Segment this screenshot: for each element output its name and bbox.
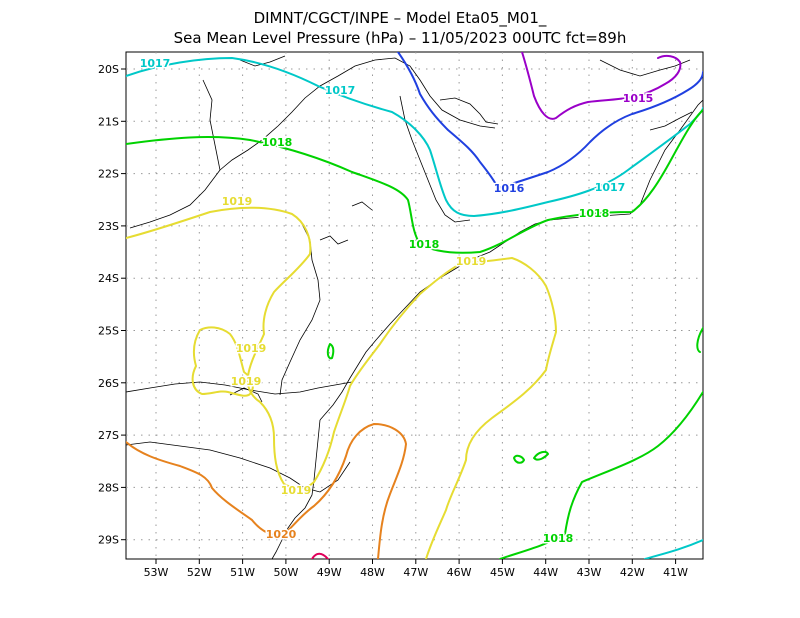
isobar-label: 1015 bbox=[623, 92, 654, 105]
isobars bbox=[126, 52, 703, 559]
isobar-label: 1019 bbox=[281, 484, 312, 497]
lon-tick-label: 50W bbox=[273, 566, 298, 579]
isobar-label: 1019 bbox=[236, 342, 267, 355]
lat-tick-label: 27S bbox=[98, 429, 119, 442]
isobar-label: 1019 bbox=[456, 255, 487, 268]
isobar-1018 bbox=[126, 109, 703, 254]
lat-tick-label: 24S bbox=[98, 272, 119, 285]
isobar-1020 bbox=[126, 423, 407, 559]
isobar-label: 1017 bbox=[140, 57, 171, 70]
lat-tick-label: 21S bbox=[98, 115, 119, 128]
lon-tick-label: 53W bbox=[144, 566, 169, 579]
isobar-1017 bbox=[126, 57, 703, 217]
isobar-label: 1019 bbox=[231, 375, 262, 388]
isobar-label: 1018 bbox=[262, 136, 293, 149]
lon-tick-label: 43W bbox=[577, 566, 602, 579]
lat-tick-label: 23S bbox=[98, 220, 119, 233]
isobar-label: 1018 bbox=[543, 532, 574, 545]
lon-tick-label: 48W bbox=[360, 566, 385, 579]
isobar-1018-blob-b bbox=[513, 454, 525, 464]
lon-tick-label: 46W bbox=[447, 566, 472, 579]
lon-tick-label: 44W bbox=[533, 566, 558, 579]
lat-tick-label: 25S bbox=[98, 325, 119, 338]
lon-tick-label: 49W bbox=[317, 566, 342, 579]
isobar-label: 1017 bbox=[325, 84, 356, 97]
isobar-1015 bbox=[521, 52, 682, 120]
isobar-1018-southeast bbox=[499, 391, 703, 559]
longitude-axis: 53W 52W 51W 50W 49W 48W 47W 46W 45W 44W 43W 42W 41W bbox=[144, 559, 688, 579]
figure-title-line2: Sea Mean Level Pressure (hPa) – 11/05/20… bbox=[174, 29, 627, 47]
lon-tick-label: 52W bbox=[187, 566, 212, 579]
lon-tick-label: 42W bbox=[620, 566, 645, 579]
isobar-label: 1020 bbox=[266, 528, 297, 541]
isobar-1019 bbox=[126, 206, 557, 559]
graticule-grid bbox=[126, 52, 703, 559]
isobar-label: 1016 bbox=[494, 182, 525, 195]
lat-tick-label: 26S bbox=[98, 377, 119, 390]
isobar-label: 1019 bbox=[222, 195, 253, 208]
lon-tick-label: 51W bbox=[230, 566, 255, 579]
isobar-label: 1017 bbox=[595, 181, 626, 194]
lat-tick-label: 20S bbox=[98, 63, 119, 76]
isobar-1018-blob-a bbox=[326, 343, 335, 360]
isobar-labels: 1015 1016 1017 1017 1017 1018 1018 1018 1018 1019… bbox=[138, 56, 655, 547]
figure-title-line1: DIMNT/CGCT/INPE – Model Eta05_M01_ bbox=[254, 9, 547, 28]
latitude-axis: 20S 21S 22S 23S 24S 25S 26S 27S 28S 29S bbox=[98, 63, 126, 547]
lat-tick-label: 22S bbox=[98, 168, 119, 181]
lon-tick-label: 41W bbox=[663, 566, 688, 579]
lat-tick-label: 28S bbox=[98, 481, 119, 494]
lon-tick-label: 47W bbox=[403, 566, 428, 579]
lon-tick-label: 45W bbox=[490, 566, 515, 579]
isobar-1019-loop bbox=[191, 326, 254, 397]
isobar-1018-east bbox=[696, 327, 703, 353]
isobar-1018-blob-c bbox=[533, 450, 549, 461]
isobar-label: 1018 bbox=[579, 207, 610, 220]
isobar-1016 bbox=[397, 52, 703, 189]
isobar-1017-south bbox=[644, 539, 703, 559]
isobar-label: 1018 bbox=[409, 238, 440, 251]
isobar-1021 bbox=[311, 552, 329, 559]
lat-tick-label: 29S bbox=[98, 534, 119, 547]
